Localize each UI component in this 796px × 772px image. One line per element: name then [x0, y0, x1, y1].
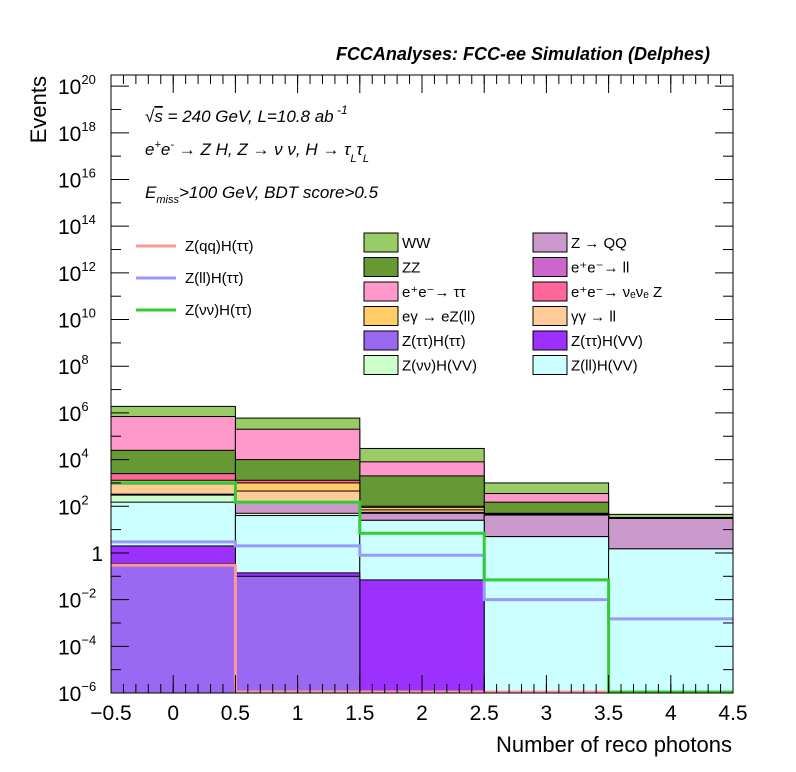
x-tick-label-5: 2 [416, 702, 428, 725]
y-tick-label-7: 108 [58, 352, 89, 379]
legend-bkg-col1-swatch-0 [363, 232, 399, 253]
x-axis-label: Number of reco photons [496, 732, 732, 757]
legend-bkg-col1-label-0: WW [402, 235, 431, 252]
legend-bkg-col1-label-5: Z(νν)H(VV) [402, 358, 477, 375]
legend-signal-label-0: Z(qq)H(ττ) [185, 238, 254, 255]
signal-line-2 [111, 481, 733, 694]
x-tick-label-1: 0 [167, 702, 179, 725]
legend-bkg-col2-label-3: γγ → ll [571, 309, 616, 326]
annotation-energy-lumi: √s = 240 GeV, L=10.8 ab -1 [145, 103, 348, 126]
y-tick-label-6: 106 [58, 399, 89, 426]
legend-bkg-col1-label-3: eγ → eZ(ll) [402, 309, 475, 326]
legend-bkg-col2-label-2: e⁺e⁻→ νₑνₑ Z [571, 284, 662, 301]
x-tick-label-6: 2.5 [470, 702, 499, 725]
legend-bkg-col2-swatch-0 [532, 232, 568, 253]
y-tick-label-12: 1018 [58, 119, 96, 146]
legend-bkg-col2-swatch-3 [532, 306, 568, 326]
y-tick-label-11: 1016 [58, 166, 96, 193]
y-tick-label-4: 102 [58, 492, 89, 519]
x-tick-label-4: 1.5 [345, 702, 374, 725]
legend-bkg-col1-label-4: Z(ττ)H(ττ) [402, 333, 466, 350]
bar-0-bin-0 [110, 563, 236, 694]
legend-bkg-col1-swatch-2 [363, 281, 399, 302]
y-axis-label: Events [26, 76, 51, 143]
legend-signal-label-1: Z(ll)H(ττ) [185, 270, 244, 287]
legend-bkg-col1-label-2: e⁺e⁻→ ττ [402, 284, 466, 301]
legend-bkg-col1-swatch-1 [363, 257, 399, 277]
legend-bkg-col1-swatch-3 [363, 306, 399, 326]
legend-bkg-col1-label-1: ZZ [402, 260, 420, 277]
legend-bkg-col2-swatch-5 [532, 355, 568, 375]
y-tick-label-8: 1010 [58, 306, 96, 333]
y-tick-label-1: 10−4 [58, 632, 96, 659]
y-tick-label-10: 1014 [58, 212, 96, 239]
x-tick-label-7: 3 [541, 702, 553, 725]
y-tick-label-5: 104 [58, 446, 89, 473]
x-tick-label-0: −0.5 [90, 702, 131, 725]
bar-2-bin-4 [608, 548, 734, 694]
axes: −0.5 0 0.5 1 1.5 2 2.5 3 3.5 4 4.5 10−6 10−4 10−2 1 102… [58, 72, 748, 725]
y-tick-label-0: 10−6 [58, 679, 96, 706]
legend-bkg-col2-label-4: Z(ττ)H(VV) [571, 333, 643, 350]
legend-bkg-col2-swatch-1 [532, 257, 568, 277]
y-tick-label-2: 10−2 [58, 586, 96, 613]
legend-signal-label-2: Z(νν)H(ττ) [185, 302, 252, 319]
legend-bkg-col2-label-1: e⁺e⁻→ ll [571, 260, 629, 277]
y-tick-label-3: 1 [91, 543, 103, 566]
y-tick-label-9: 1012 [58, 259, 96, 286]
legend-bkg-col1-swatch-5 [363, 355, 399, 375]
x-tick-label-10: 4.5 [718, 702, 747, 725]
x-tick-label-9: 4 [665, 702, 677, 725]
x-tick-label-3: 1 [292, 702, 304, 725]
annotation-cuts: Emiss>100 GeV, BDT score>0.5 [145, 183, 379, 206]
bar-2-bin-3 [483, 536, 610, 694]
legend: Z(qq)H(ττ) Z(ll)H(ττ) Z(νν)H(ττ) WW ZZ e⁺e⁻→ … [136, 232, 662, 375]
bar-1-bin-2 [359, 579, 485, 694]
legend-bkg-col1-swatch-4 [363, 330, 399, 351]
legend-bkg-col2-label-5: Z(ll)H(VV) [571, 358, 638, 375]
sqrt-symbol: √ [145, 107, 155, 126]
chart-title: FCCAnalyses: FCC-ee Simulation (Delphes) [336, 44, 710, 64]
x-tick-label-2: 0.5 [221, 702, 250, 725]
stack-bars [110, 405, 734, 694]
legend-bkg-col2-swatch-2 [532, 281, 568, 302]
y-tick-label-13: 1020 [58, 72, 96, 99]
legend-bkg-col2-label-0: Z → QQ [571, 235, 627, 252]
legend-bkg-col2-swatch-4 [532, 330, 568, 351]
x-tick-label-8: 3.5 [594, 702, 623, 725]
bar-0-bin-1 [234, 575, 361, 694]
annotation-process: e+e- → Z H, Z → ν ν, H → τLτL [145, 139, 369, 165]
